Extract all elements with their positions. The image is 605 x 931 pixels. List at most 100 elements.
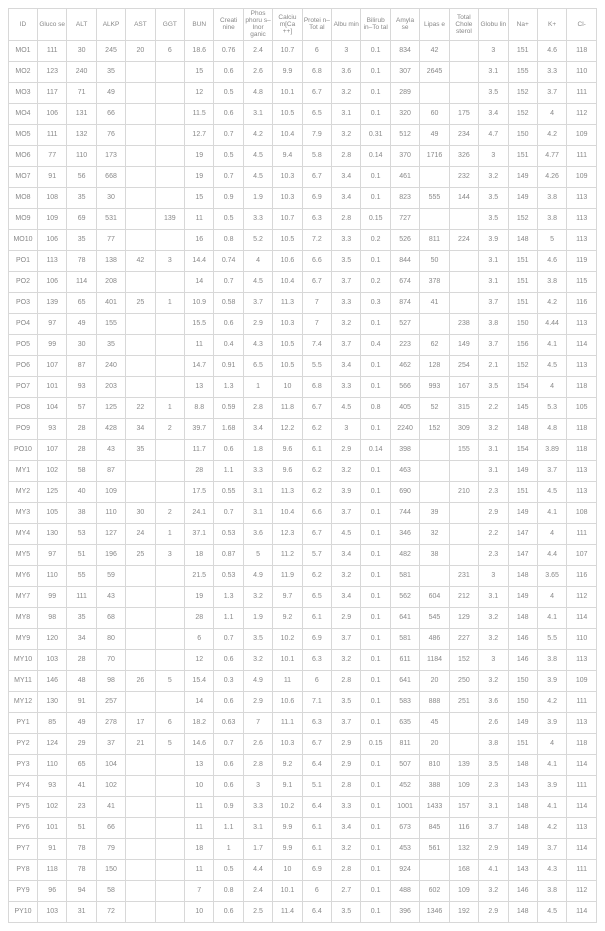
data-cell: 6.9 [302,628,331,649]
data-cell: 3.2 [243,649,272,670]
data-cell: 2.1 [479,355,508,376]
data-cell: 0.7 [214,271,243,292]
data-cell: 2.6 [479,712,508,733]
data-cell: 0.1 [361,502,390,523]
data-cell: 6.1 [302,817,331,838]
data-cell [126,313,155,334]
table-row: PY51022341110.93.310.26.43.30.1100114331… [9,796,597,817]
data-cell: 112 [567,880,597,901]
data-cell: 6.5 [243,355,272,376]
data-cell: 107 [38,355,67,376]
data-cell: 0.6 [214,754,243,775]
data-cell [420,439,449,460]
data-cell [155,565,184,586]
data-cell: 0.7 [214,628,243,649]
table-row: PY49341102100.639.15.12.80.14523881092.3… [9,775,597,796]
data-cell: 4.5 [243,145,272,166]
row-id-cell: MO5 [9,124,38,145]
data-cell: 4.26 [537,166,566,187]
table-row: MO41061316611.50.63.110.56.53.10.1320601… [9,103,597,124]
data-cell: 3 [479,145,508,166]
data-cell: 346 [390,523,419,544]
data-cell: 3 [243,775,272,796]
data-cell: 326 [449,145,478,166]
data-cell: 4.1 [537,607,566,628]
data-cell: 10.6 [273,250,302,271]
data-cell: 110 [38,565,67,586]
data-cell: 57 [67,397,96,418]
data-cell: 107 [567,544,597,565]
data-cell: 5.1 [302,775,331,796]
data-cell: 0.2 [361,271,390,292]
data-cell: 3 [155,250,184,271]
data-cell: 143 [508,859,537,880]
data-cell: 11 [273,670,302,691]
data-cell: 148 [508,754,537,775]
data-cell: 4 [537,103,566,124]
data-cell: 531 [96,208,125,229]
data-cell: 157 [449,796,478,817]
data-cell: 152 [508,355,537,376]
data-cell: 49 [67,712,96,733]
data-cell: 0.5 [214,82,243,103]
data-cell [126,187,155,208]
data-cell: 3.9 [537,712,566,733]
data-cell: 289 [390,82,419,103]
data-cell: 3.7 [332,712,361,733]
data-cell: 6 [302,40,331,61]
data-cell: 9.7 [273,586,302,607]
data-cell: 6.7 [302,82,331,103]
data-cell: 9.1 [273,775,302,796]
data-cell: 6.7 [302,397,331,418]
data-cell: 72 [96,901,125,922]
data-cell: 109 [567,670,597,691]
data-cell [126,82,155,103]
data-cell: 79 [96,838,125,859]
data-cell: 19 [185,166,214,187]
data-cell: 91 [38,166,67,187]
data-cell: 116 [567,565,597,586]
data-cell: 0.1 [361,523,390,544]
data-cell: 6.1 [302,439,331,460]
data-cell: 10.5 [273,229,302,250]
data-cell: 152 [508,82,537,103]
row-id-cell: PO2 [9,271,38,292]
data-cell: 581 [390,565,419,586]
data-cell: 3.7 [537,82,566,103]
data-cell [126,229,155,250]
data-cell: 114 [567,838,597,859]
data-cell: 111 [567,691,597,712]
data-cell: 2.6 [243,61,272,82]
data-cell: 3.2 [479,670,508,691]
table-row: MO31177149120.54.810.16.73.20.12893.5152… [9,82,597,103]
data-cell: 6 [185,628,214,649]
row-id-cell: PY10 [9,901,38,922]
data-cell: 6.1 [302,838,331,859]
data-cell: 111 [38,40,67,61]
data-cell: 118 [567,40,597,61]
row-id-cell: PY3 [9,754,38,775]
data-cell: 13 [185,376,214,397]
table-row: PO31396540125110.90.583.711.373.30.38744… [9,292,597,313]
data-cell: 30 [67,40,96,61]
data-cell: 3.5 [479,82,508,103]
data-cell: 3.8 [537,880,566,901]
data-cell: 3.3 [332,292,361,313]
data-cell: 2.8 [332,208,361,229]
data-cell: 39 [420,502,449,523]
row-id-cell: MO3 [9,82,38,103]
data-cell: 398 [390,439,419,460]
data-cell: 6.4 [302,754,331,775]
data-cell: 10.5 [273,334,302,355]
data-cell: 0.1 [361,250,390,271]
data-cell: 147 [508,523,537,544]
data-cell: 1.1 [214,817,243,838]
data-cell: 2.9 [332,733,361,754]
data-cell: 888 [420,691,449,712]
data-cell: 3.4 [332,586,361,607]
data-cell: 10.5 [273,103,302,124]
data-cell: 3.7 [332,334,361,355]
data-cell: 149 [508,712,537,733]
row-id-cell: MO10 [9,229,38,250]
col-header: ALKP [96,9,125,41]
